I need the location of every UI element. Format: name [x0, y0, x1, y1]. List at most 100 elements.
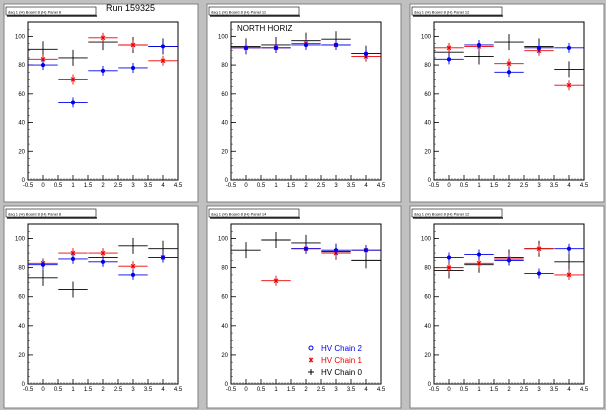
marker-circle — [566, 246, 572, 251]
x-tick-label: 2.5 — [317, 387, 326, 393]
data-point — [148, 252, 178, 263]
legend-marker-star — [308, 357, 314, 363]
legend-marker-circle — [308, 345, 314, 351]
data-point — [351, 48, 381, 59]
data-point — [464, 249, 494, 260]
data-point — [148, 55, 178, 66]
y-tick-label: 0 — [428, 178, 432, 184]
marker-circle — [40, 62, 46, 68]
x-tick-label: 3 — [537, 387, 541, 393]
y-tick-label: 100 — [218, 34, 229, 40]
x-tick-label: 0.5 — [460, 183, 469, 189]
marker-circle — [476, 42, 482, 48]
marker-circle — [506, 258, 512, 263]
y-tick-label: 0 — [22, 178, 26, 184]
data-point — [261, 275, 291, 286]
y-tick-label: 100 — [15, 34, 26, 40]
marker-star — [100, 35, 106, 41]
x-tick-label: 3.5 — [347, 387, 356, 393]
marker-circle — [130, 65, 136, 71]
y-tick-label: 100 — [421, 237, 432, 243]
title-box — [5, 208, 97, 218]
x-tick-label: 0 — [41, 183, 45, 189]
marker-circle — [536, 271, 542, 276]
x-tick-label: 2 — [304, 387, 308, 393]
pad-background — [206, 3, 402, 203]
title-box — [208, 208, 300, 218]
run-label: Run 159325 — [106, 3, 156, 13]
x-tick-label: 1 — [274, 183, 278, 189]
chart-panel-4: daq 1 (H) Board 8 (H) Panel 8-0.5 0 0.5 1 1.… — [3, 205, 199, 409]
y-tick-label: 0 — [225, 178, 229, 184]
marker-star — [273, 278, 279, 284]
x-tick-label: 1.5 — [287, 387, 296, 393]
marker-circle — [160, 255, 166, 260]
data-point — [118, 62, 148, 73]
data-point — [88, 65, 118, 76]
x-tick-label: 1 — [477, 387, 481, 393]
data-point — [464, 39, 494, 50]
marker-circle — [70, 100, 76, 105]
x-tick-label: 2 — [507, 183, 511, 189]
legend-label: HV Chain 0 — [321, 368, 362, 377]
y-tick-label: 60 — [424, 295, 431, 301]
x-tick-label: 1 — [71, 387, 75, 393]
marker-star — [446, 265, 452, 271]
pad-background — [3, 205, 199, 409]
y-tick-label: 60 — [221, 92, 228, 98]
data-point — [231, 42, 261, 53]
data-point — [291, 243, 321, 254]
marker-star — [100, 250, 106, 256]
y-tick-label: 100 — [421, 34, 432, 40]
marker-circle — [476, 252, 482, 257]
title-box — [411, 6, 503, 16]
x-tick-label: 2.5 — [114, 387, 123, 393]
x-tick-label: 3 — [334, 387, 338, 393]
data-point — [464, 258, 494, 269]
x-tick-label: 4 — [567, 183, 571, 189]
data-point — [58, 97, 88, 108]
x-tick-label: 1 — [71, 183, 75, 189]
data-point — [494, 255, 524, 266]
marker-circle — [70, 256, 76, 262]
legend-entry: HV Chain 2 — [308, 344, 362, 353]
marker-circle — [333, 248, 339, 253]
panel-title: daq 1 (H) Board 8 (H) Panel 12 — [414, 10, 470, 15]
x-tick-label: 3 — [131, 387, 135, 393]
y-tick-label: 60 — [424, 92, 431, 98]
data-point — [524, 243, 554, 254]
x-tick-label: 3 — [131, 183, 135, 189]
x-tick-label: 2.5 — [114, 183, 123, 189]
y-tick-label: 80 — [221, 266, 228, 272]
marker-star — [446, 45, 452, 51]
marker-star — [160, 58, 166, 64]
data-point — [58, 281, 88, 298]
y-tick-label: 20 — [424, 353, 431, 359]
marker-circle — [506, 70, 512, 75]
x-tick-label: 0 — [244, 387, 248, 393]
panel-title: daq 1 (H) Board 8 (H) Panel 11 — [211, 10, 267, 15]
y-tick-label: 20 — [221, 353, 228, 359]
x-tick-label: 4 — [364, 387, 368, 393]
data-point — [58, 49, 88, 66]
pad-background — [206, 205, 402, 409]
y-tick-label: 40 — [424, 324, 431, 330]
legend-label: HV Chain 2 — [321, 344, 362, 353]
chart-panel-3: daq 1 (H) Board 8 (H) Panel 12-0.5 0 0.5 1 1… — [409, 3, 605, 203]
data-point — [88, 32, 118, 43]
x-tick-label: 4.5 — [377, 387, 386, 393]
y-tick-label: 20 — [18, 353, 25, 359]
x-tick-label: 1 — [274, 387, 278, 393]
marker-circle — [303, 246, 309, 251]
title-box — [208, 6, 300, 16]
x-tick-label: 2.5 — [520, 387, 529, 393]
x-tick-label: 1.5 — [287, 183, 296, 189]
x-tick-label: 1.5 — [490, 387, 499, 393]
x-tick-label: 3.5 — [550, 183, 559, 189]
x-tick-label: 1.5 — [490, 183, 499, 189]
data-point — [118, 237, 148, 254]
x-tick-label: 2.5 — [520, 183, 529, 189]
marker-circle — [273, 45, 279, 50]
pad-background — [409, 3, 605, 203]
data-point — [494, 34, 524, 51]
